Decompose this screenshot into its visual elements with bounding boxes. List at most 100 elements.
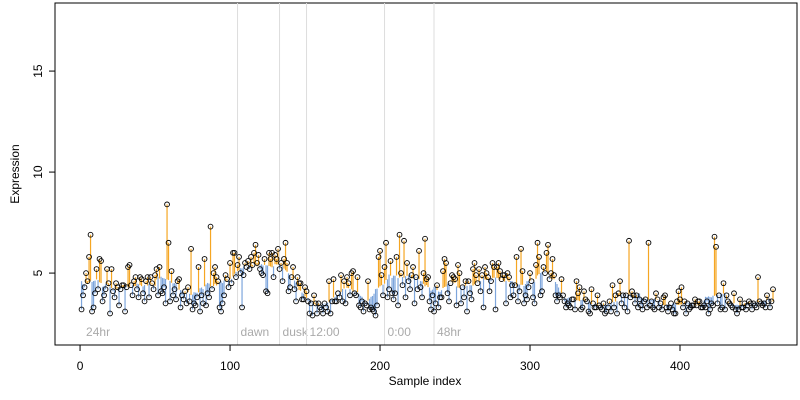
data-point xyxy=(534,239,541,246)
data-point xyxy=(453,302,460,309)
x-axis-label: Sample index xyxy=(389,374,462,388)
data-point xyxy=(129,292,136,299)
data-point xyxy=(456,270,463,276)
data-point xyxy=(435,304,442,311)
data-point xyxy=(711,233,718,240)
data-point xyxy=(611,304,617,311)
data-point xyxy=(156,264,163,270)
data-point xyxy=(330,276,337,282)
data-point xyxy=(443,260,449,266)
data-point xyxy=(753,304,760,311)
data-point xyxy=(509,282,515,289)
data-point xyxy=(300,296,307,303)
data-point xyxy=(401,237,407,244)
data-point xyxy=(765,298,772,305)
data-point xyxy=(683,310,689,317)
data-point xyxy=(267,256,274,262)
data-point xyxy=(527,270,533,276)
data-point xyxy=(149,280,155,287)
data-point xyxy=(384,294,391,301)
data-point xyxy=(413,274,419,280)
data-point xyxy=(677,296,683,303)
data-point xyxy=(198,292,205,299)
data-point xyxy=(173,296,179,303)
data-point xyxy=(116,302,122,309)
data-point xyxy=(381,264,388,270)
data-point xyxy=(144,274,151,280)
data-point xyxy=(614,310,620,317)
data-point xyxy=(378,272,385,278)
data-point xyxy=(506,274,512,280)
data-point xyxy=(293,298,299,305)
data-point xyxy=(624,308,631,315)
data-point xyxy=(645,239,652,246)
data-point xyxy=(540,264,547,270)
data-point xyxy=(609,282,616,289)
data-point xyxy=(710,302,716,309)
data-point xyxy=(354,274,361,280)
data-point xyxy=(617,278,623,285)
data-point xyxy=(377,248,383,254)
data-point xyxy=(476,266,482,272)
data-point xyxy=(128,282,134,289)
data-point xyxy=(95,286,101,293)
data-point xyxy=(690,302,697,309)
data-point xyxy=(393,254,400,260)
data-point xyxy=(429,292,436,299)
data-point xyxy=(608,308,614,315)
data-point xyxy=(512,282,518,289)
data-point xyxy=(389,290,395,297)
data-point xyxy=(411,300,418,307)
data-point xyxy=(642,296,649,303)
data-point xyxy=(515,298,521,305)
data-point xyxy=(722,306,728,313)
data-point xyxy=(524,296,530,303)
data-point xyxy=(488,278,494,285)
data-point xyxy=(716,292,722,299)
data-point xyxy=(140,290,146,297)
data-point xyxy=(731,290,737,297)
data-point xyxy=(623,292,629,299)
data-point xyxy=(248,254,254,260)
data-point xyxy=(477,288,484,295)
data-point xyxy=(360,308,367,315)
data-point xyxy=(452,276,458,282)
data-point xyxy=(177,304,184,311)
data-point xyxy=(195,264,202,270)
data-point xyxy=(159,290,166,297)
data-point xyxy=(662,292,668,299)
data-point xyxy=(80,292,86,299)
data-point xyxy=(147,274,154,280)
data-point xyxy=(383,239,389,246)
data-point xyxy=(684,300,691,307)
data-point xyxy=(678,284,685,291)
data-point xyxy=(278,260,284,266)
data-point xyxy=(155,292,161,299)
data-point xyxy=(492,306,499,313)
data-point xyxy=(444,290,451,297)
data-point xyxy=(485,274,491,280)
data-point xyxy=(210,270,217,276)
data-point xyxy=(707,306,713,313)
data-point xyxy=(672,310,679,317)
data-point xyxy=(567,304,574,311)
data-point xyxy=(434,282,440,289)
data-point xyxy=(284,260,290,266)
data-point xyxy=(714,300,721,307)
data-point xyxy=(422,235,428,242)
data-point xyxy=(653,290,659,297)
data-point xyxy=(633,292,640,299)
data-point xyxy=(338,272,344,278)
data-point xyxy=(767,304,773,311)
data-point xyxy=(134,286,140,293)
data-point xyxy=(446,298,452,305)
data-point xyxy=(737,296,743,303)
data-point xyxy=(260,272,266,278)
data-point xyxy=(83,270,89,276)
data-point xyxy=(455,262,461,268)
data-point xyxy=(84,278,91,285)
data-point xyxy=(344,274,350,280)
data-point xyxy=(218,308,224,315)
data-point xyxy=(410,264,416,270)
data-point xyxy=(510,292,517,299)
